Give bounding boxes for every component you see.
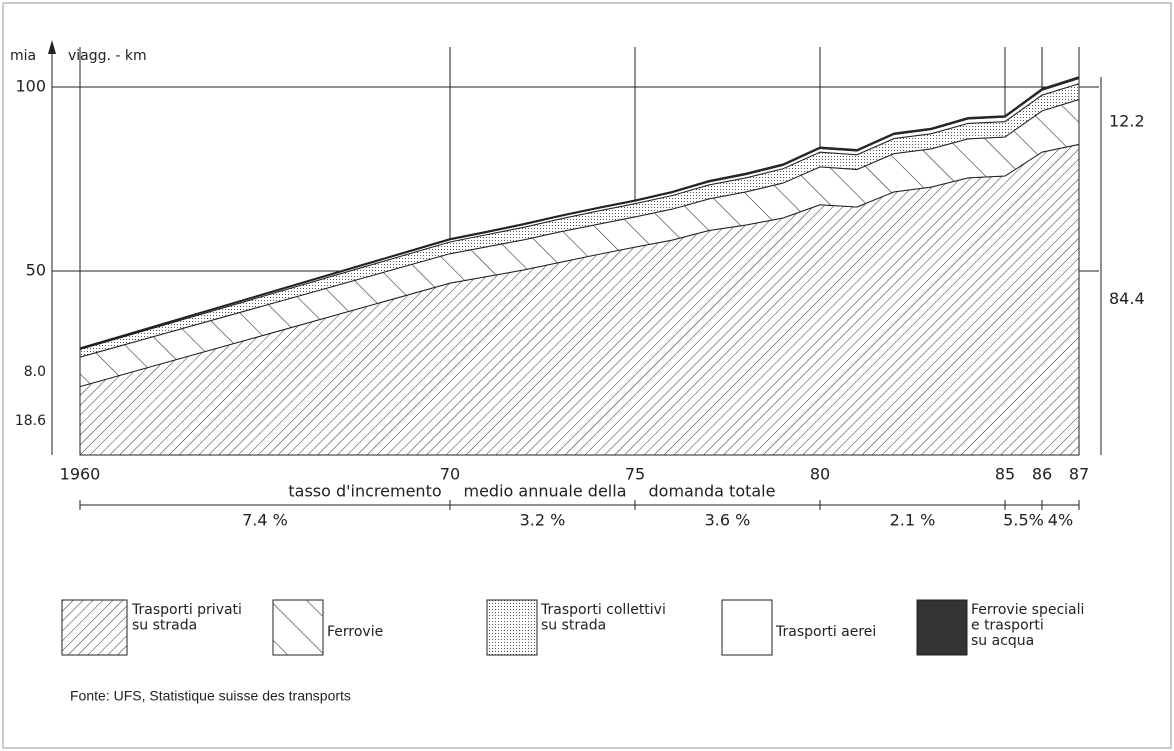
- x-tick-label: 85: [995, 465, 1015, 484]
- growth-title: tasso d'incremento: [288, 482, 441, 501]
- growth-label: 4%: [1048, 511, 1073, 530]
- growth-title: medio annuale della: [463, 482, 626, 501]
- legend-label: Ferrovie: [327, 624, 383, 640]
- x-tick-label: 87: [1069, 465, 1089, 484]
- growth-label: 7.4 %: [242, 511, 288, 530]
- source: Fonte: UFS, Statistique suisse des trans…: [70, 688, 351, 704]
- x-tick-label: 86: [1032, 465, 1052, 484]
- y-unit: mia: [10, 48, 36, 64]
- growth-title: domanda totale: [649, 482, 776, 501]
- value-label: 18.6: [15, 413, 46, 429]
- x-tick-label: 80: [810, 465, 830, 484]
- value-label: 12.2: [1109, 111, 1145, 130]
- legend-swatch: [721, 599, 773, 656]
- y-tick-label: 50: [26, 261, 46, 280]
- value-label: 8.0: [24, 364, 46, 380]
- legend-label: Trasporti aerei: [775, 624, 876, 640]
- legend-swatch: [486, 599, 538, 656]
- growth-label: 5.5%: [1003, 511, 1044, 530]
- legend-swatch: [272, 599, 324, 656]
- x-tick-label: 75: [625, 465, 645, 484]
- legend-label: Ferrovie speciali e trasporti su acqua: [971, 602, 1084, 649]
- x-tick-label: 70: [440, 465, 460, 484]
- legend-label: Trasporti collettivi su strada: [540, 602, 666, 633]
- y-axis-label: viagg. - km: [68, 48, 147, 64]
- growth-label: 2.1 %: [890, 511, 936, 530]
- legend-swatch: [61, 599, 128, 656]
- area: [79, 76, 1080, 350]
- growth-label: 3.2 %: [520, 511, 566, 530]
- growth-label: 3.6 %: [705, 511, 751, 530]
- x-tick-label: 1960: [60, 465, 101, 484]
- axis-arrow: [48, 40, 56, 54]
- value-label: 84.4: [1109, 289, 1145, 308]
- legend-swatch: [916, 599, 968, 656]
- legend-label: Trasporti privati su strada: [131, 602, 242, 633]
- y-tick-label: 100: [15, 77, 46, 96]
